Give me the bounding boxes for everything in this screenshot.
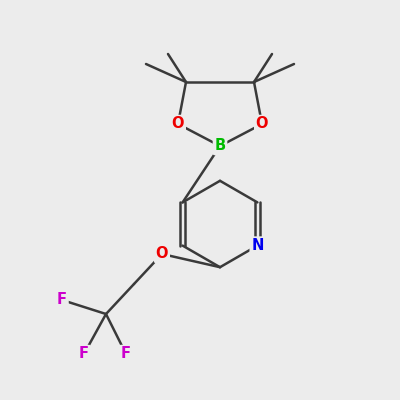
Text: F: F — [121, 346, 131, 362]
Text: F: F — [57, 292, 67, 308]
Text: O: O — [172, 116, 184, 132]
Text: B: B — [214, 138, 226, 154]
Text: O: O — [256, 116, 268, 132]
Text: N: N — [251, 238, 264, 253]
Text: F: F — [79, 346, 89, 362]
Text: O: O — [156, 246, 168, 262]
